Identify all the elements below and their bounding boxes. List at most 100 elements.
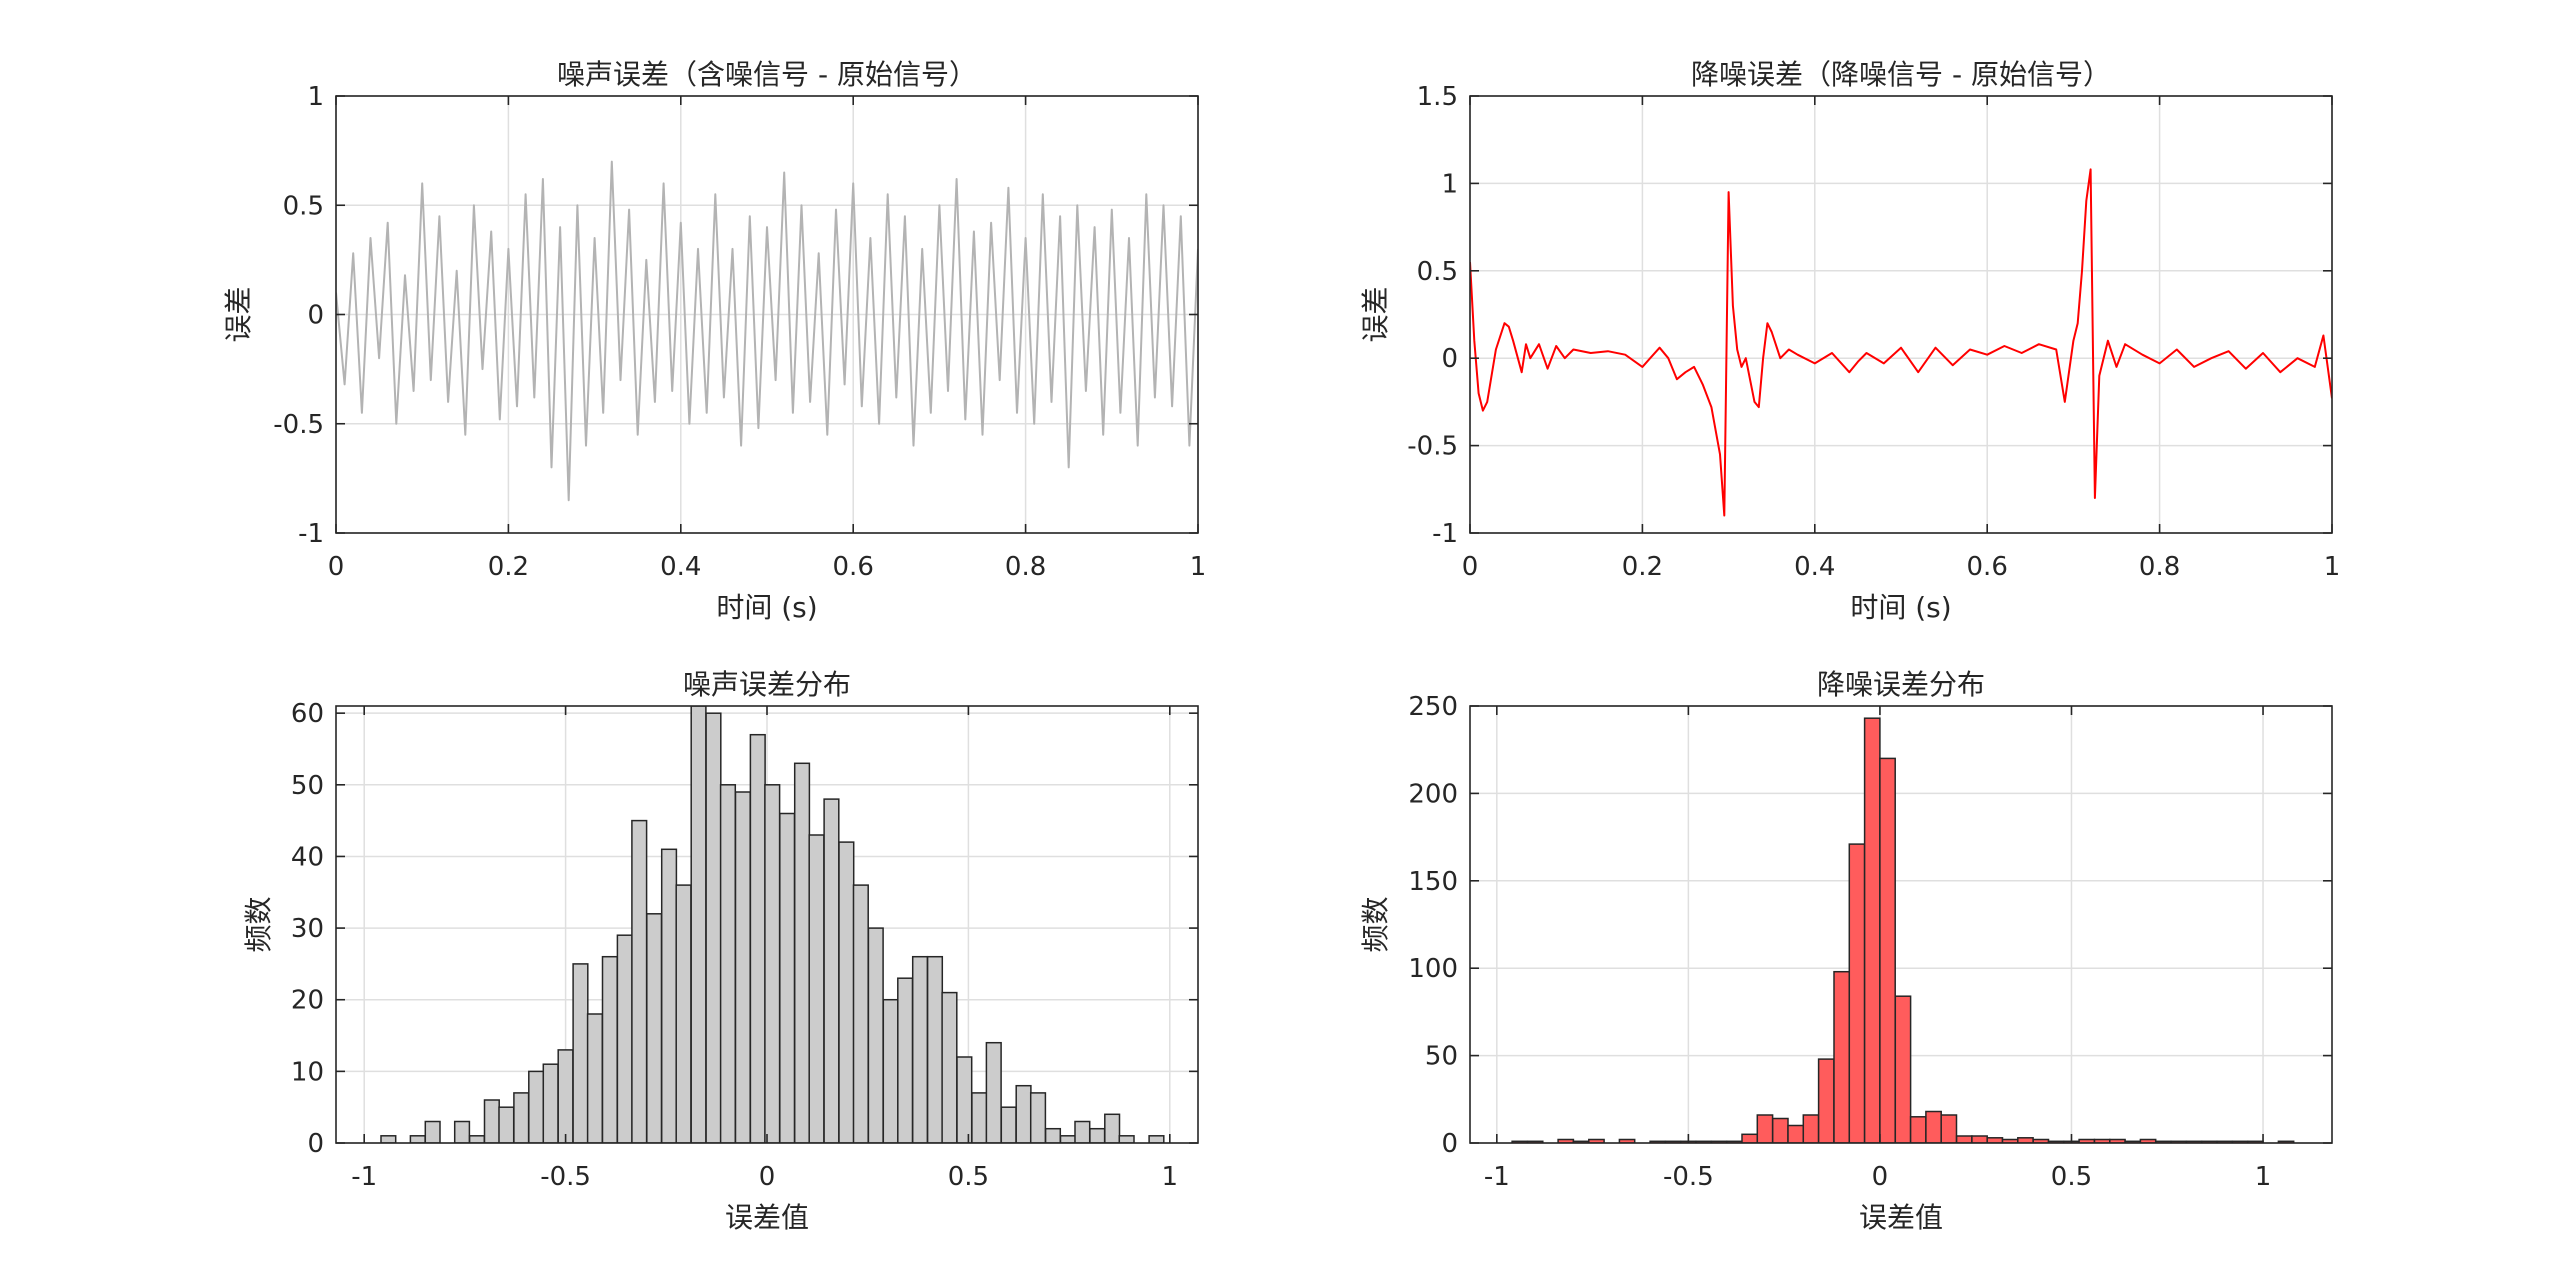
y-axis-label: 误差 [222, 286, 255, 342]
histogram-bar [586, 1013, 604, 1143]
x-tick-label: -1 [1484, 1162, 1510, 1192]
x-tick-label: 0 [759, 1162, 776, 1192]
histogram-bar [882, 998, 899, 1143]
histogram-bar [380, 1135, 397, 1143]
histogram-bar [1833, 970, 1851, 1143]
y-tick-label: 150 [1408, 867, 1458, 897]
histogram-bar [1118, 1135, 1135, 1143]
histogram-bar [705, 712, 722, 1143]
x-tick-label: 0.5 [2051, 1162, 2092, 1192]
histogram-bar [690, 706, 707, 1143]
histogram-bar [409, 1135, 426, 1143]
histogram-bar [1971, 1135, 1988, 1143]
histogram-bar [1863, 717, 1881, 1143]
histogram-bar [941, 991, 958, 1143]
histogram-bar [985, 1041, 1002, 1143]
x-tick-label: 1 [2324, 552, 2341, 582]
series-line-1 [1470, 168, 2332, 517]
histogram-bar [749, 733, 766, 1143]
y-tick-label: 100 [1408, 954, 1458, 984]
histogram-bar [557, 1049, 574, 1143]
x-tick-label: 0 [328, 552, 345, 582]
chart-title: 噪声误差（含噪信号 - 原始信号） [557, 58, 977, 91]
histogram-bar [675, 884, 692, 1143]
x-axis-label: 时间 (s) [1850, 591, 1951, 624]
histogram-bar [734, 791, 751, 1143]
histogram-bar [1909, 1116, 1927, 1143]
axes-frame [1469, 95, 2333, 534]
histogram-bar [483, 1099, 500, 1143]
y-tick-label: 30 [291, 914, 324, 944]
histogram-bar [1015, 1084, 1032, 1143]
histogram-bar [646, 913, 663, 1143]
y-axis-label: 频数 [1359, 896, 1392, 952]
y-tick-label: 200 [1408, 779, 1458, 809]
x-tick-label: 1 [1190, 552, 1207, 582]
histogram-bar [1802, 1114, 1820, 1143]
histogram-bar [1059, 1135, 1076, 1143]
histogram-bar [1104, 1113, 1121, 1143]
series-line-1 [336, 160, 1198, 502]
histogram-bar [823, 798, 840, 1143]
chart-title: 降噪误差（降噪信号 - 原始信号） [1691, 58, 2111, 91]
y-tick-label: 0 [1441, 344, 1458, 374]
histogram-bar [1955, 1135, 1973, 1143]
y-tick-label: 50 [1425, 1042, 1458, 1072]
y-tick-label: 0 [1441, 1129, 1458, 1159]
histogram-bar [1787, 1124, 1805, 1143]
histogram-bar [764, 784, 781, 1143]
histogram-bar [897, 977, 914, 1143]
y-tick-label: 0.5 [283, 191, 324, 221]
histogram-bar [1817, 1058, 1835, 1143]
x-tick-label: -0.5 [1663, 1162, 1714, 1192]
histogram-bar [808, 834, 825, 1143]
x-tick-label: 1 [2255, 1162, 2272, 1192]
y-axis-label: 频数 [242, 896, 275, 952]
histogram-bars [1511, 717, 2295, 1143]
histogram-bar [424, 1120, 441, 1143]
histogram-bar [453, 1120, 471, 1143]
x-tick-label: 0.4 [660, 552, 701, 582]
x-tick-label: 0.5 [948, 1162, 989, 1192]
histogram-bar [911, 955, 929, 1143]
tick-labels: 0 0.2 0.4 0.6 0.8 1 -1 -0.5 0 0.5 1 [273, 82, 1206, 582]
histogram-bar [956, 1056, 973, 1143]
y-tick-label: 40 [291, 842, 324, 872]
histogram-bar [601, 955, 618, 1143]
y-tick-label: 0 [307, 1129, 324, 1159]
histogram-bar [2277, 1140, 2295, 1143]
y-tick-label: 1.5 [1417, 82, 1458, 112]
histogram-bar [1894, 995, 1912, 1143]
histogram-bar [1771, 1117, 1789, 1143]
histogram-bar [616, 934, 633, 1143]
x-tick-label: 0.6 [833, 552, 874, 582]
x-tick-label: 0.8 [1005, 552, 1046, 582]
tick-labels: 0 0.2 0.4 0.6 0.8 1 -1 -0.5 0 0.5 1 1.5 [1407, 82, 2340, 582]
histogram-bar [1089, 1127, 1106, 1143]
y-tick-label: 0.5 [1417, 257, 1458, 287]
x-tick-label: 0 [1462, 552, 1479, 582]
chart-panel-1: 0 0.2 0.4 0.6 0.8 1 -1 -0.5 0 0.5 1 噪声误差（含噪信号 - 原始信… [222, 58, 1206, 624]
x-axis-label: 误差值 [725, 1201, 809, 1234]
histogram-bar [542, 1063, 559, 1143]
histogram-bar [779, 812, 796, 1143]
chart-title: 降噪误差分布 [1817, 668, 1985, 701]
y-axis-label: 误差 [1359, 286, 1392, 342]
chart-panel-2: 0 0.2 0.4 0.6 0.8 1 -1 -0.5 0 0.5 1 1.5 降噪误差（降噪信号 - … [1359, 58, 2340, 624]
histogram-bar [528, 1070, 545, 1143]
y-tick-label: 60 [291, 699, 324, 729]
histogram-bar [1588, 1138, 1605, 1143]
x-tick-label: 0.8 [2139, 552, 2180, 582]
x-tick-label: 0 [1872, 1162, 1889, 1192]
y-tick-label: 1 [307, 82, 324, 112]
histogram-bar [867, 927, 884, 1143]
x-tick-label: 0.2 [1622, 552, 1663, 582]
histogram-bar [1618, 1138, 1636, 1143]
y-tick-label: -0.5 [273, 410, 324, 440]
histogram-bars [380, 706, 1165, 1143]
y-tick-label: 250 [1408, 692, 1458, 722]
y-tick-label: 10 [291, 1057, 324, 1087]
histogram-bar [926, 955, 944, 1143]
